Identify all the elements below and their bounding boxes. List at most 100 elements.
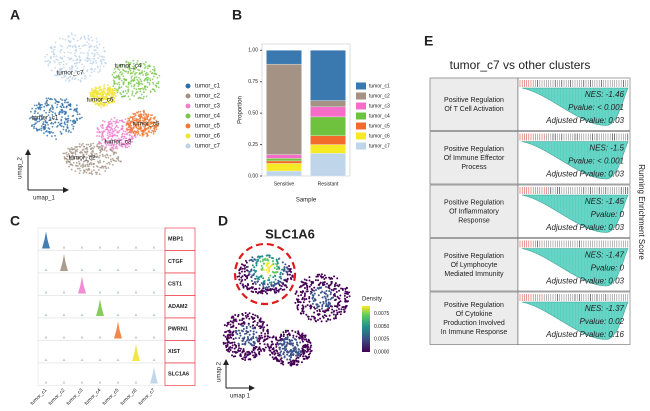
density-point — [329, 298, 332, 301]
umap-point — [45, 104, 48, 107]
umap-point — [104, 165, 106, 168]
density-point — [303, 338, 306, 341]
umap-point — [114, 76, 117, 79]
density-point — [259, 318, 262, 321]
umap-point — [131, 128, 134, 131]
umap-point — [55, 106, 58, 109]
stat-text: NES: -1.45 — [585, 197, 625, 206]
umap-point — [43, 109, 46, 112]
umap-point — [38, 120, 41, 123]
umap-point — [142, 74, 144, 76]
umap-point — [74, 170, 77, 173]
density-point — [289, 270, 292, 273]
x-tick-label: tumor_c4 — [83, 387, 102, 406]
density-point — [318, 310, 321, 313]
bar-segment — [266, 50, 302, 65]
density-point — [300, 353, 303, 356]
umap-point — [113, 151, 116, 154]
umap-point — [76, 107, 78, 110]
umap-point — [114, 122, 117, 125]
density-point — [236, 333, 239, 336]
density-point — [261, 292, 264, 295]
umap-point — [31, 107, 34, 110]
axis-label: umap 1 — [230, 394, 251, 400]
umap-point — [59, 110, 61, 113]
umap-point — [85, 143, 88, 146]
umap-point — [118, 119, 121, 122]
umap-point — [99, 125, 102, 127]
umap-point — [81, 142, 84, 145]
density-point — [270, 283, 273, 286]
density-point — [330, 288, 333, 291]
umap-point — [136, 121, 139, 124]
density-point — [302, 353, 305, 356]
umap-point — [76, 148, 79, 151]
density-point — [344, 290, 347, 293]
umap-point — [101, 133, 104, 136]
umap-point — [127, 86, 129, 89]
umap-point — [93, 58, 96, 60]
umap-point — [53, 61, 56, 64]
umap-point — [142, 123, 145, 126]
umap-point — [127, 66, 130, 69]
density-point — [329, 291, 332, 294]
umap-point — [129, 82, 132, 85]
umap-point — [38, 128, 41, 131]
umap-point — [101, 124, 104, 127]
umap-point — [76, 156, 79, 159]
umap-point — [127, 70, 130, 73]
umap-point — [153, 65, 155, 68]
umap-point — [78, 162, 81, 165]
density-point — [254, 290, 257, 293]
density-point — [282, 331, 285, 334]
cluster-label: tumor_c2 — [68, 155, 95, 162]
density-point — [305, 355, 308, 358]
density-point — [272, 276, 275, 279]
density-point — [234, 318, 237, 321]
density-point — [227, 329, 230, 332]
umap-point — [88, 43, 90, 45]
density-point — [224, 335, 227, 338]
umap-point — [91, 150, 94, 153]
umap-point — [97, 57, 100, 59]
density-point — [323, 314, 326, 317]
umap-point — [88, 57, 91, 60]
umap-point — [89, 162, 91, 165]
density-point — [273, 288, 276, 291]
density-point — [321, 315, 324, 318]
umap-point — [132, 122, 135, 124]
umap-point — [70, 32, 73, 34]
density-point — [247, 341, 250, 344]
term-text: Of Cytokine — [456, 311, 493, 318]
umap-point — [99, 146, 101, 148]
umap-point — [96, 171, 99, 174]
bar-segment — [310, 144, 346, 154]
umap-point — [139, 78, 142, 81]
density-point — [244, 358, 247, 361]
umap-point — [150, 131, 153, 134]
umap-point — [124, 90, 127, 92]
umap-point — [131, 94, 133, 96]
umap-point — [107, 144, 110, 147]
density-point — [313, 306, 316, 309]
density-point — [263, 349, 266, 352]
density-point — [267, 289, 270, 292]
y-tick-label: 0.75 — [248, 79, 258, 85]
density-point — [278, 288, 281, 291]
density-point — [234, 314, 237, 317]
umap-point — [101, 91, 104, 93]
density-point — [224, 342, 227, 345]
density-point — [306, 288, 309, 291]
umap-point — [46, 53, 48, 56]
umap-point — [95, 173, 98, 175]
umap-point — [99, 100, 102, 103]
density-point — [262, 285, 265, 288]
umap-point — [111, 132, 114, 135]
umap-point — [48, 132, 51, 135]
umap-point — [133, 77, 136, 80]
density-point — [325, 304, 328, 307]
density-point — [294, 292, 297, 295]
density-point — [266, 343, 269, 346]
density-point — [333, 317, 336, 320]
cluster-label: tumor_c6 — [86, 97, 113, 104]
